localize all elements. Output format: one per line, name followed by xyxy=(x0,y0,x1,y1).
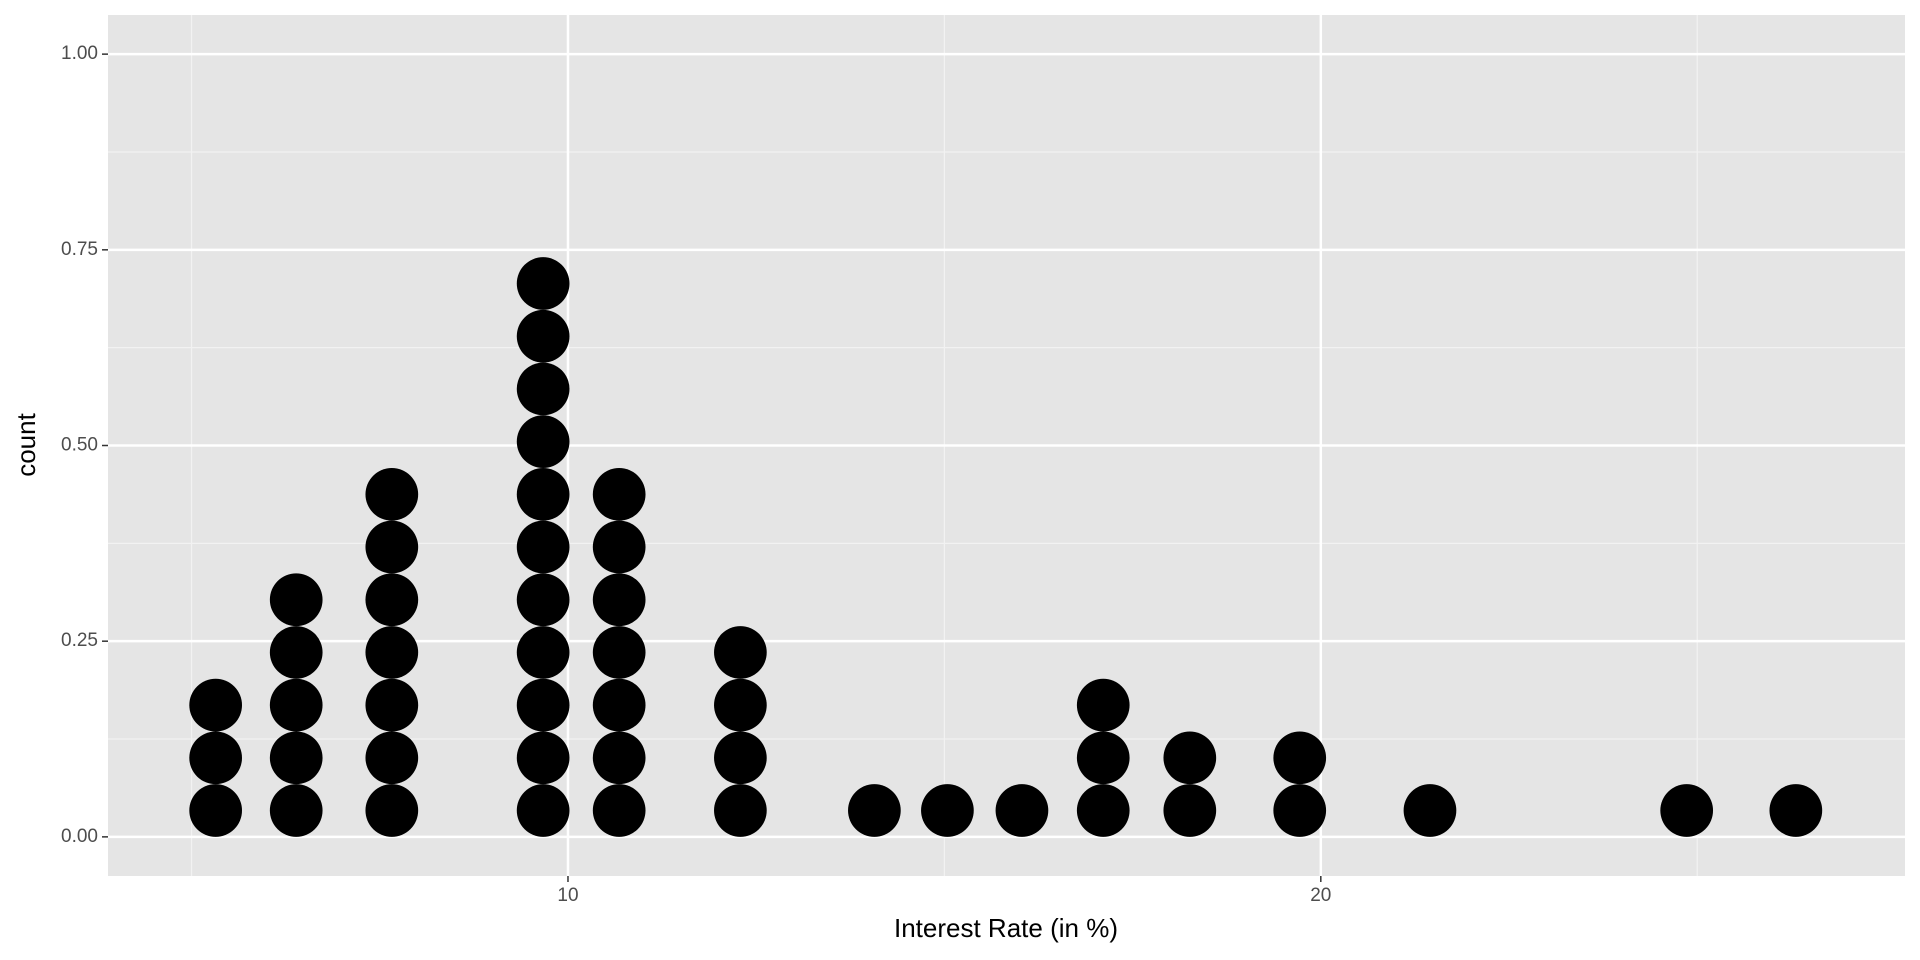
dot xyxy=(1163,731,1217,785)
dot xyxy=(516,573,570,627)
dot xyxy=(269,626,323,679)
dot xyxy=(1403,784,1457,837)
x-tick-label: 20 xyxy=(1310,885,1331,906)
dot xyxy=(1273,731,1327,785)
dot xyxy=(516,520,570,574)
dot xyxy=(516,678,570,732)
dot xyxy=(516,731,570,785)
dot xyxy=(365,467,419,521)
y-tick-label: 0.50 xyxy=(61,435,98,456)
dot xyxy=(516,415,570,468)
dot xyxy=(1660,784,1714,837)
dot xyxy=(848,784,901,837)
dot xyxy=(516,467,570,521)
dot xyxy=(592,467,646,521)
dot xyxy=(592,573,646,627)
dot xyxy=(189,678,243,732)
dot xyxy=(269,784,323,837)
dot xyxy=(189,784,243,837)
dot xyxy=(269,731,323,785)
dot xyxy=(1076,784,1130,837)
dot xyxy=(365,573,419,627)
dot xyxy=(269,678,323,732)
dot xyxy=(714,678,767,732)
dot xyxy=(1273,784,1327,837)
dot xyxy=(1076,678,1130,732)
y-tick-label: 1.00 xyxy=(61,43,98,64)
y-tick-label: 0.00 xyxy=(61,826,98,847)
dot xyxy=(921,784,974,837)
dot xyxy=(365,678,419,732)
dot xyxy=(592,520,646,574)
dot xyxy=(995,784,1049,837)
dot xyxy=(269,573,323,627)
dot xyxy=(516,784,570,837)
dot xyxy=(592,784,646,837)
dot xyxy=(1163,784,1217,837)
dot xyxy=(365,731,419,785)
dot xyxy=(714,731,767,785)
dot xyxy=(189,731,243,785)
dot xyxy=(714,784,767,837)
dot xyxy=(516,626,570,679)
x-axis-title: Interest Rate (in %) xyxy=(894,913,1118,943)
dot xyxy=(592,678,646,732)
y-axis-title: count xyxy=(11,412,41,476)
y-tick-label: 0.25 xyxy=(61,630,98,651)
dot xyxy=(1076,731,1130,785)
dot xyxy=(516,257,570,310)
y-tick-label: 0.75 xyxy=(61,239,98,260)
dot xyxy=(365,520,419,574)
dot xyxy=(365,626,419,679)
dot xyxy=(516,362,570,416)
dot xyxy=(714,626,767,679)
dot xyxy=(592,731,646,785)
dot xyxy=(1769,784,1823,837)
dot xyxy=(592,626,646,679)
x-tick-label: 10 xyxy=(557,885,578,906)
dot xyxy=(365,784,419,837)
dot xyxy=(516,309,570,363)
